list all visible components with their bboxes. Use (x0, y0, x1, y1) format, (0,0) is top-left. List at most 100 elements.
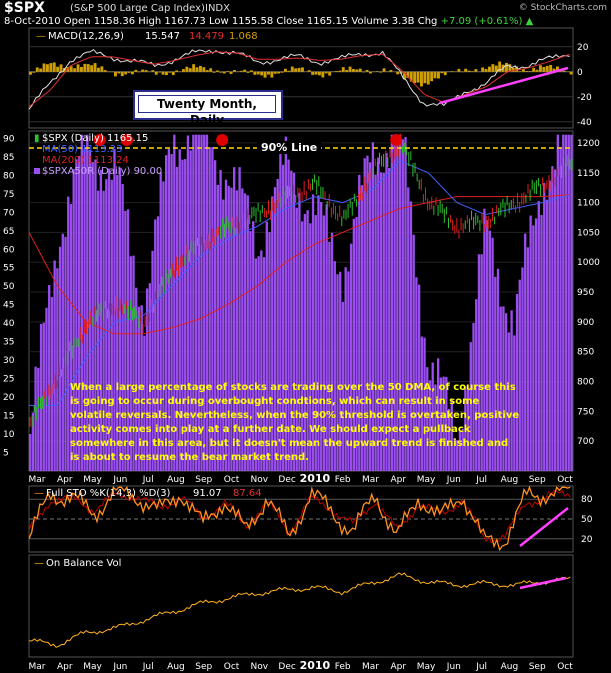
macd-hist-bar (440, 71, 444, 74)
a50r-bar (420, 336, 423, 471)
right-tick-label: 750 (577, 407, 594, 417)
a50r-bar (317, 195, 320, 472)
a50r-bar (374, 174, 377, 471)
a50r-bar (268, 232, 271, 471)
macd-hist-bar (297, 67, 301, 72)
macd-hist-bar (205, 70, 209, 72)
macd-hist-bar (127, 71, 131, 73)
ma50-legend: MA(50) 1113.23 (42, 144, 123, 155)
a50r-bar (306, 210, 309, 471)
a50r-bar (69, 204, 73, 471)
macd-hist-bar (409, 71, 413, 82)
macd-hist-bar (437, 71, 440, 79)
a50r-bar (265, 221, 268, 471)
macd-hist-bar (212, 71, 216, 73)
sto-d-value: 87.64 (233, 488, 262, 499)
x-tick-label: Oct (557, 475, 573, 485)
macd-hist-bar (365, 69, 369, 72)
a50r-bar (287, 159, 290, 471)
quote-date: 8-Oct-2010 (4, 16, 61, 27)
left-tick-label: 40 (3, 319, 15, 329)
macd-hist-bar (471, 71, 474, 72)
spx-legend-icon: ▮ (34, 133, 40, 144)
a50r-bar (534, 218, 538, 471)
macd-hist-bar (324, 71, 328, 74)
macd-hist-bar (42, 63, 46, 72)
macd-hist-bar (511, 67, 515, 72)
a50r-bar (235, 190, 239, 472)
macd-hist-bar (263, 71, 267, 78)
macd-hist-bar (93, 63, 97, 72)
right-tick-label: 1200 (577, 139, 600, 149)
a50r-bar (507, 332, 511, 471)
macd-hist-bar (239, 70, 243, 72)
macd-hist-bar (491, 64, 495, 72)
a50r-bar (537, 201, 540, 471)
a50r-bar (192, 134, 195, 471)
x-tick-label: Mar (362, 662, 379, 672)
a50r-bar (529, 215, 532, 471)
a50r-bar (456, 440, 459, 471)
x-tick-label: 2010 (300, 659, 331, 672)
macd-hist-bar (226, 71, 230, 72)
macd-hist-bar (69, 66, 73, 72)
macd-hist-bar (49, 63, 53, 72)
a50r-bar (366, 155, 369, 471)
a50r-bar (461, 428, 464, 471)
a50r-bar (352, 218, 355, 471)
main-panel: 90 85 80 75 70 65 60 55 50 45 40 35 30 25 20 15 10 5 1200… (3, 130, 600, 472)
macd-hist-bar (277, 71, 281, 74)
a50r-bar (208, 147, 211, 471)
macd-hist-bar (294, 68, 298, 72)
a50r-bar (118, 167, 122, 471)
title-box: Twenty Month, Daily (133, 90, 283, 127)
macd-hist-bar (542, 66, 546, 72)
macd-hist-bar (426, 71, 430, 85)
a50r-bar (390, 134, 394, 471)
x-tick-label: May (83, 475, 102, 485)
macd-hist-bar (413, 71, 417, 84)
a50r-bar (450, 398, 453, 471)
macd-hist-bar (243, 69, 247, 72)
obv-trendline (519, 576, 567, 590)
sto-legend-icon: — (34, 488, 44, 499)
macd-hist-bar (273, 71, 277, 74)
a50r-bar (562, 134, 565, 471)
overbought-marker (93, 134, 106, 146)
sto-k-value: 91.07 (193, 488, 222, 499)
a50r-bar (61, 233, 64, 471)
a50r-bar (464, 386, 467, 471)
macd-hist-bar (362, 71, 366, 73)
chart-header: $SPX (S&P 500 Large Cap Index) INDX © St… (0, 0, 611, 28)
a50r-bar (48, 285, 51, 471)
macd-trendline (439, 66, 569, 105)
low-value: 1155.58 (231, 16, 274, 27)
macd-hist-bar (569, 71, 573, 75)
macd-hist-bar (539, 65, 542, 72)
a50r-bar (80, 134, 83, 471)
a50r-bar (532, 225, 535, 471)
a50r-bar (124, 210, 127, 472)
sto-trendline (519, 507, 569, 547)
a50r-bar (175, 166, 179, 472)
a50r-bar (510, 310, 513, 471)
a50r-bar (91, 162, 94, 471)
macd-hist-bar (134, 69, 138, 72)
macd-hist-bar (396, 71, 400, 75)
macd-panel: — MACD(12,26,9) 15.547 14.479 1.068 20 0 -… (28, 27, 592, 129)
a50r-bar (483, 208, 486, 471)
x-tick-label: Jun (446, 475, 461, 485)
a50r-bar (281, 164, 285, 471)
macd-hist-bar (352, 69, 355, 72)
close-label: Close (276, 16, 304, 27)
a50r-bar (197, 134, 200, 471)
a50r-bar (426, 367, 429, 471)
macd-hist-bar (202, 67, 206, 72)
low-label: Low (208, 16, 229, 27)
macd-hist-bar (124, 71, 128, 75)
a50r-bar (407, 187, 410, 472)
macd-hist-bar (253, 71, 257, 75)
x-tick-label: Jun (112, 475, 127, 485)
a50r-bar (515, 294, 519, 471)
a50r-bar (303, 213, 307, 472)
